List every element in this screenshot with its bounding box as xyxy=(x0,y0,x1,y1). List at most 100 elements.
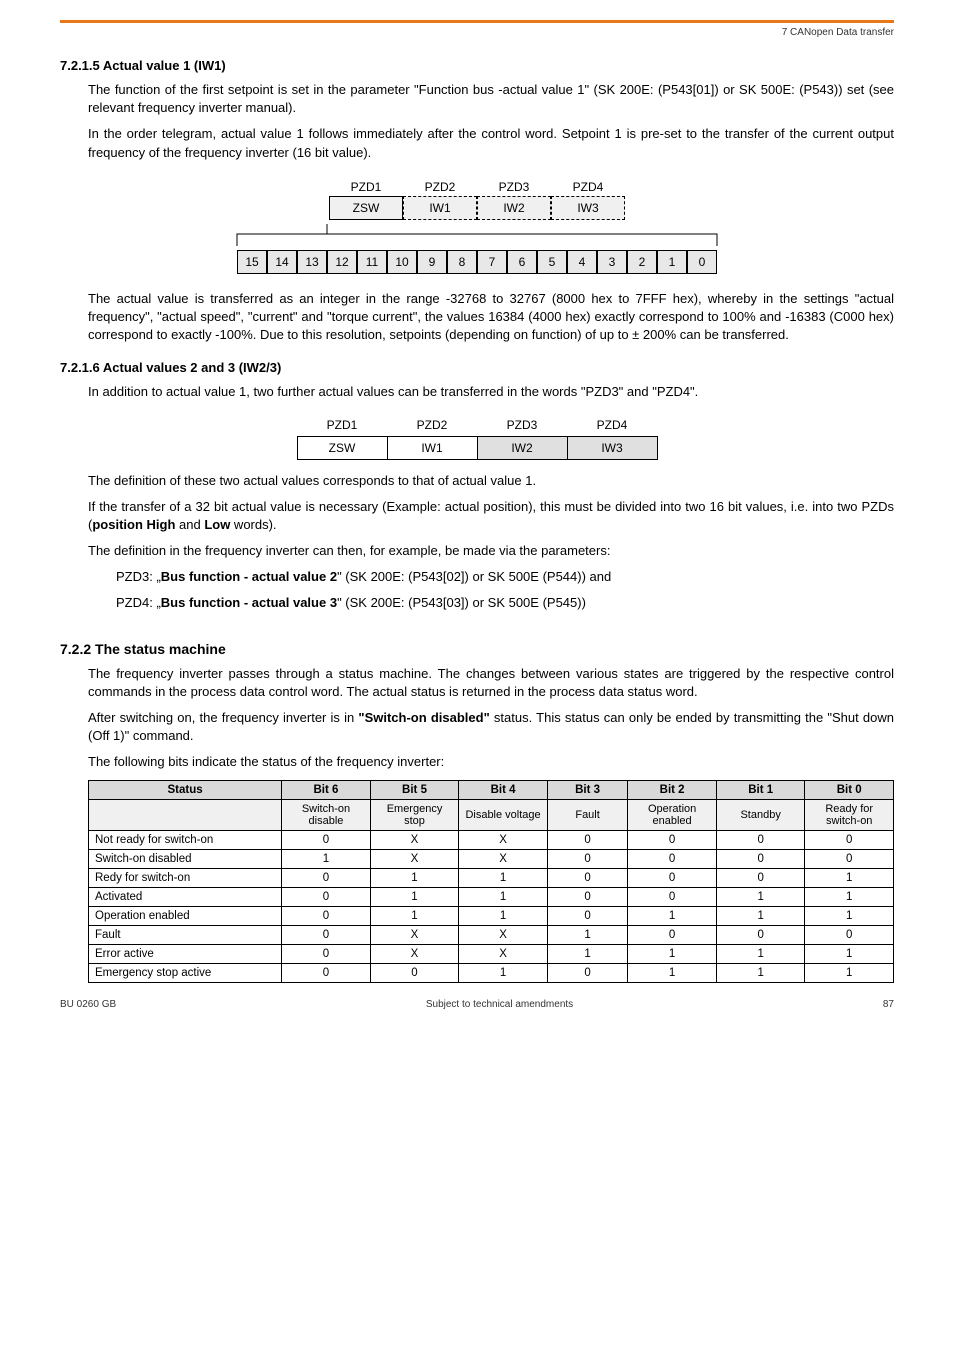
bit-cell: 4 xyxy=(567,250,597,274)
table-cell: 0 xyxy=(716,849,805,868)
table-subhead: Operation enabled xyxy=(628,799,717,830)
table-cell: 0 xyxy=(547,868,628,887)
list-item: PZD4: „Bus function - actual value 3" (S… xyxy=(116,594,894,612)
table-row: Fault0XX1000 xyxy=(89,925,894,944)
pzd-box: ZSW xyxy=(329,196,403,220)
section-heading-iw23: 7.2.1.6 Actual values 2 and 3 (IW2/3) xyxy=(60,360,894,375)
text: PZD3: „ xyxy=(116,569,161,584)
paragraph: If the transfer of a 32 bit actual value… xyxy=(88,498,894,534)
table-cell: X xyxy=(370,925,459,944)
table-row: Operation enabled0110111 xyxy=(89,906,894,925)
table-header: Bit 1 xyxy=(716,780,805,799)
table-row: Emergency stop active0010111 xyxy=(89,963,894,982)
table-cell: 1 xyxy=(716,906,805,925)
footer-right: 87 xyxy=(883,999,894,1010)
bit-cell: 10 xyxy=(387,250,417,274)
pzd-label: PZD2 xyxy=(403,178,477,196)
table-cell: 1 xyxy=(459,963,548,982)
bit-cell: 3 xyxy=(597,250,627,274)
bracket-svg xyxy=(217,220,737,250)
table-subhead: Standby xyxy=(716,799,805,830)
table-cell: 0 xyxy=(282,868,371,887)
pzd-box: IW2 xyxy=(477,196,551,220)
pzd-label: PZD2 xyxy=(387,414,477,437)
text: and xyxy=(175,517,204,532)
pzd-cell: IW3 xyxy=(567,436,657,459)
text: " (SK 200E: (P543[02]) or SK 500E (P544)… xyxy=(337,569,611,584)
text: " (SK 200E: (P543[03]) or SK 500E (P545)… xyxy=(337,595,586,610)
table-cell: 0 xyxy=(805,830,894,849)
table-cell: Fault xyxy=(89,925,282,944)
table-cell: 0 xyxy=(716,830,805,849)
table-cell: 1 xyxy=(716,963,805,982)
table-cell: 0 xyxy=(547,830,628,849)
bold-text: Bus function - actual value 2 xyxy=(161,569,337,584)
table-subhead: Ready for switch-on xyxy=(805,799,894,830)
pzd-cell: IW2 xyxy=(477,436,567,459)
table-cell: 0 xyxy=(628,849,717,868)
table-cell: 0 xyxy=(628,830,717,849)
table-cell: X xyxy=(370,944,459,963)
pzd-label: PZD1 xyxy=(297,414,387,437)
table-cell: 1 xyxy=(628,906,717,925)
bit-cell: 2 xyxy=(627,250,657,274)
table-subhead: Fault xyxy=(547,799,628,830)
bold-text: position High xyxy=(92,517,175,532)
table-cell: Switch-on disabled xyxy=(89,849,282,868)
pzd-diagram-1: PZD1PZD2PZD3PZD4 ZSWIW1IW2IW3 1514131211… xyxy=(60,178,894,274)
table-cell: 0 xyxy=(547,887,628,906)
bit-cell: 8 xyxy=(447,250,477,274)
subsection-heading-status-machine: 7.2.2 The status machine xyxy=(60,641,894,657)
table-cell: 0 xyxy=(282,906,371,925)
table-cell: Emergency stop active xyxy=(89,963,282,982)
paragraph: The definition of these two actual value… xyxy=(88,472,894,490)
paragraph: In addition to actual value 1, two furth… xyxy=(88,383,894,401)
table-cell: X xyxy=(370,830,459,849)
table-cell: 1 xyxy=(459,887,548,906)
table-cell: 1 xyxy=(805,887,894,906)
footer-left: BU 0260 GB xyxy=(60,999,116,1010)
table-cell: X xyxy=(459,925,548,944)
list-item: PZD3: „Bus function - actual value 2" (S… xyxy=(116,568,894,586)
table-cell: 1 xyxy=(547,925,628,944)
table-cell: 0 xyxy=(282,887,371,906)
table-cell: X xyxy=(459,944,548,963)
table-cell: 0 xyxy=(370,963,459,982)
table-cell: Operation enabled xyxy=(89,906,282,925)
text: PZD4: „ xyxy=(116,595,161,610)
bit-cell: 5 xyxy=(537,250,567,274)
table-cell: 1 xyxy=(716,944,805,963)
table-cell: 1 xyxy=(459,868,548,887)
table-row: Not ready for switch-on0XX0000 xyxy=(89,830,894,849)
bold-text: Bus function - actual value 3 xyxy=(161,595,337,610)
table-cell: Redy for switch-on xyxy=(89,868,282,887)
pzd-label: PZD3 xyxy=(477,178,551,196)
table-header: Bit 0 xyxy=(805,780,894,799)
bit-cell: 14 xyxy=(267,250,297,274)
table-subhead: Disable voltage xyxy=(459,799,548,830)
table-cell: Not ready for switch-on xyxy=(89,830,282,849)
table-cell: 0 xyxy=(547,849,628,868)
table-cell: 1 xyxy=(628,944,717,963)
table-cell: 1 xyxy=(805,868,894,887)
paragraph: The actual value is transferred as an in… xyxy=(88,290,894,345)
table-cell: 0 xyxy=(628,887,717,906)
table-row: Redy for switch-on0110001 xyxy=(89,868,894,887)
table-cell: X xyxy=(459,830,548,849)
table-cell: 1 xyxy=(370,868,459,887)
table-cell: 0 xyxy=(716,868,805,887)
table-cell: X xyxy=(459,849,548,868)
bold-text: Low xyxy=(204,517,230,532)
pzd-label: PZD4 xyxy=(567,414,657,437)
table-cell: 0 xyxy=(716,925,805,944)
table-subhead: Switch-on disable xyxy=(282,799,371,830)
table-cell: 1 xyxy=(370,906,459,925)
table-cell: 1 xyxy=(459,906,548,925)
table-cell: 1 xyxy=(282,849,371,868)
pzd-cell: IW1 xyxy=(387,436,477,459)
paragraph: The function of the first setpoint is se… xyxy=(88,81,894,117)
text: words). xyxy=(230,517,276,532)
bit-cell: 0 xyxy=(687,250,717,274)
table-cell: 0 xyxy=(282,925,371,944)
table-header: Bit 5 xyxy=(370,780,459,799)
